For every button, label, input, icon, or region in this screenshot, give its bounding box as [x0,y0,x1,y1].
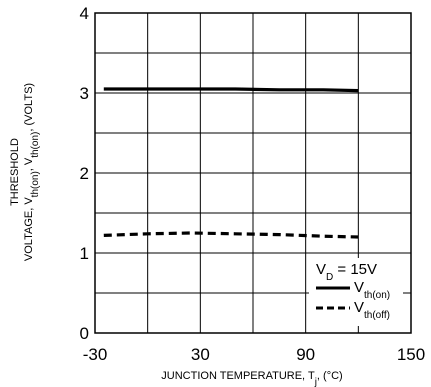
y-tick-label: 4 [80,4,89,23]
x-tick-label: 30 [191,345,210,364]
y-tick-label: 1 [80,244,89,263]
series-layer [103,87,359,239]
y-axis-title-line2: VOLTAGE, Vth(on), Vth(on), (VOLTS) [23,83,41,261]
x-axis-title: JUNCTION TEMPERATURE, Tj, (°C) [161,370,342,387]
x-tick-label: -30 [83,345,108,364]
series-vth-off-line [103,231,359,239]
x-tick-labels: -30 30 90 150 [83,345,425,364]
y-tick-label: 0 [80,324,89,343]
legend-label-on: Vth(on) [354,279,390,301]
legend-background [309,258,403,326]
legend: VD = 15V Vth(on) Vth(off) [309,258,403,326]
legend-condition: VD = 15V [316,261,377,283]
y-tick-labels: 0 1 2 3 4 [80,4,89,343]
y-tick-label: 2 [80,164,89,183]
x-tick-label: 90 [296,345,315,364]
plot-frame [94,12,412,334]
legend-label-off: Vth(off) [354,299,390,321]
x-tick-label: 150 [397,345,425,364]
series-vth-on-line [103,87,359,93]
grid-lines [94,12,412,334]
y-tick-label: 3 [80,84,89,103]
y-axis-title-line1: THRESHOLD [9,138,21,206]
